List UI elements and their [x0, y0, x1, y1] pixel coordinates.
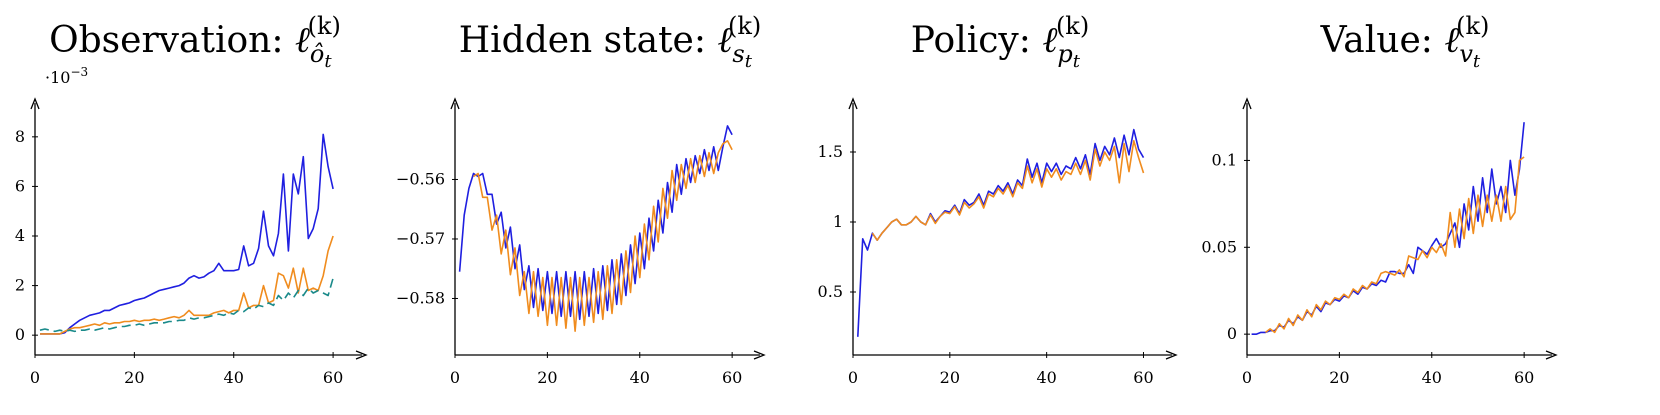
x-tick-label: 60: [1514, 368, 1534, 387]
x-tick-label: 40: [630, 368, 650, 387]
x-axis-arrow: [1545, 350, 1558, 360]
chart-observation: Observation: ℓôt (k) ·10−3 0 20 40 60 0 2 4 6 8: [15, 12, 368, 387]
series-line-3: [39, 277, 334, 333]
chart-title-prefix: Policy:: [911, 20, 1043, 61]
chart-title-superscript: (k): [1056, 12, 1089, 40]
chart-title-symbol: ℓ: [717, 20, 732, 61]
x-tick-label: 20: [124, 368, 144, 387]
x-tick-label: 20: [940, 368, 960, 387]
series-line-2: [871, 140, 1145, 241]
x-tick-label: 60: [722, 368, 742, 387]
chart-hidden-state: Hidden state: ℓst (k) 0 20 40 60 −0.56 −0.57 −0.…: [396, 12, 766, 387]
chart-title-subscript: s: [732, 40, 744, 68]
y-tick-label: −0.58: [396, 288, 445, 307]
chart-title-superscript: (k): [728, 12, 761, 40]
x-tick-label: 0: [30, 368, 40, 387]
chart-title-prefix: Value:: [1320, 20, 1445, 61]
y-tick-label: 1.5: [818, 142, 843, 161]
chart-title: Hidden state: ℓst (k): [459, 12, 762, 72]
y-tick-label: 0.1: [1212, 150, 1237, 169]
chart-title-subsubscript: t: [745, 51, 753, 72]
x-axis-arrow: [355, 350, 368, 360]
chart-title-symbol: ℓ: [1042, 20, 1057, 61]
chart-panel-observation: Observation: ℓôt (k) ·10−3 0 20 40 60 0 2 4 6 8: [0, 0, 415, 415]
chart-title-symbol: ℓ: [295, 20, 310, 61]
chart-panel-policy: Policy: ℓpt (k) 0 20 40 60 0.5 1 1.5: [818, 0, 1245, 415]
chart-title-prefix: Hidden state:: [459, 20, 718, 61]
x-tick-label: 0: [848, 368, 858, 387]
chart-title-superscript: (k): [308, 12, 341, 40]
chart-value: Value: ℓvt (k) 0 20 40 60 0 0.05 0.1: [1201, 12, 1558, 387]
chart-title-prefix: Observation:: [49, 20, 295, 61]
y-scale-exponent: −3: [70, 65, 88, 79]
y-tick-label: 0.5: [818, 282, 843, 301]
x-tick-label: 0: [1242, 368, 1252, 387]
y-tick-label: 4: [15, 226, 25, 245]
chart-title-symbol: ℓ: [1444, 20, 1459, 61]
y-tick-label: −0.57: [396, 229, 445, 248]
x-tick-label: 20: [537, 368, 557, 387]
x-tick-label: 40: [224, 368, 244, 387]
x-tick-label: 40: [1036, 368, 1056, 387]
series-line-1: [857, 128, 1145, 337]
series-line-1: [40, 133, 334, 335]
x-tick-label: 20: [1329, 368, 1349, 387]
chart-title: Value: ℓvt (k): [1320, 12, 1490, 72]
y-scale-label: ·10−3: [45, 65, 88, 87]
chart-title-subsubscript: t: [1473, 51, 1481, 72]
y-scale-base: ·10: [45, 68, 70, 87]
x-tick-label: 0: [450, 368, 460, 387]
y-axis-arrow: [30, 97, 40, 110]
chart-title-subscript: ô: [310, 40, 324, 68]
chart-panel-hidden-state: Hidden state: ℓst (k) 0 20 40 60 −0.56 −0.57 −0.…: [396, 0, 830, 415]
series-line-2: [40, 235, 334, 335]
chart-title: Observation: ℓôt (k): [49, 12, 341, 72]
x-tick-label: 40: [1422, 368, 1442, 387]
chart-panel-value: Value: ℓvt (k) 0 20 40 60 0 0.05 0.1: [1201, 0, 1660, 415]
y-axis-arrow: [848, 97, 858, 110]
series-line-2: [1265, 156, 1525, 334]
y-tick-label: 8: [15, 127, 25, 146]
x-axis-arrow: [1165, 350, 1178, 360]
chart-title: Policy: ℓpt (k): [911, 12, 1089, 72]
y-tick-label: 0.05: [1201, 237, 1237, 256]
y-tick-label: 0: [1227, 324, 1237, 343]
chart-title-subscript: p: [1057, 40, 1072, 68]
x-axis-arrow: [753, 350, 766, 360]
y-tick-label: −0.56: [396, 169, 445, 188]
y-tick-label: 2: [15, 276, 25, 295]
chart-title-subscript: v: [1459, 40, 1473, 68]
y-axis-arrow: [1242, 97, 1252, 110]
x-tick-label: 60: [1133, 368, 1153, 387]
x-tick-label: 60: [323, 368, 343, 387]
y-axis-arrow: [450, 97, 460, 110]
y-tick-label: 0: [15, 325, 25, 344]
series-line-1: [1251, 122, 1525, 336]
y-tick-label: 1: [833, 212, 843, 231]
series-line-2: [473, 140, 733, 333]
chart-policy: Policy: ℓpt (k) 0 20 40 60 0.5 1 1.5: [818, 12, 1178, 387]
chart-title-subsubscript: t: [324, 51, 332, 72]
y-tick-label: 6: [15, 176, 25, 195]
chart-title-subsubscript: t: [1073, 51, 1081, 72]
chart-title-superscript: (k): [1456, 12, 1489, 40]
